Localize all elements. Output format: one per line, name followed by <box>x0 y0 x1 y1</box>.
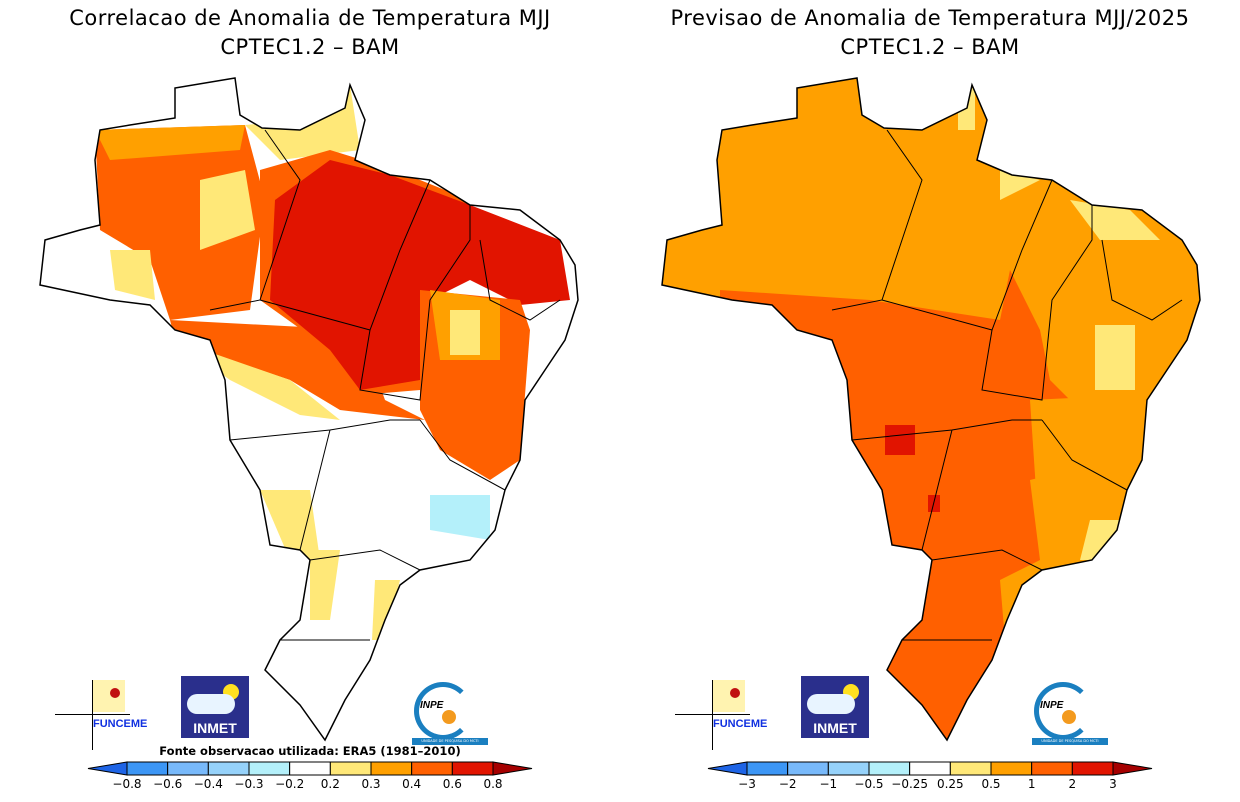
colorbar-tick-label: 0.4 <box>402 777 421 791</box>
colorbar-tick-label: 0.5 <box>981 777 1000 791</box>
colorbar-tick-label: −1 <box>819 777 837 791</box>
colorbar-segment <box>909 761 951 776</box>
left-map-fill <box>40 78 578 740</box>
colorbar-tick-label: 3 <box>1109 777 1117 791</box>
inpe-label: INPE <box>420 700 444 711</box>
colorbar-tick-label: −2 <box>779 777 797 791</box>
colorbar-segment <box>411 761 453 776</box>
colorbar-tick-label: 0.25 <box>937 777 964 791</box>
inpe-band-right: UNIDADE DE PESQUISA DO MCTI <box>1032 738 1108 745</box>
colorbar-tick-label: 0.8 <box>483 777 502 791</box>
colorbar-high-arrow <box>492 761 533 776</box>
colorbar-segment <box>827 761 870 776</box>
colorbar-segment <box>1031 761 1073 776</box>
inpe-band: UNIDADE DE PESQUISA DO MCTI <box>412 738 488 745</box>
colorbar-segment <box>746 761 789 776</box>
colorbar-tick-label: −0.5 <box>854 777 883 791</box>
colorbar-tick-label: −0.6 <box>153 777 182 791</box>
inpe-label-right: INPE <box>1040 700 1064 711</box>
colorbar-segment <box>949 761 992 776</box>
colorbar-tick-label: 1 <box>1028 777 1036 791</box>
inmet-label: INMET <box>193 720 237 736</box>
colorbar-low-arrow <box>87 761 128 776</box>
right-state-borders <box>831 129 1183 641</box>
colorbar-tick-label: −0.3 <box>234 777 263 791</box>
left-title-line2: CPTEC1.2 – BAM <box>220 35 400 59</box>
left-title-line1: Correlacao de Anomalia de Temperatura MJ… <box>69 6 551 30</box>
colorbar-high-arrow <box>1112 761 1153 776</box>
funceme-label-right: FUNCEME <box>713 718 768 730</box>
right-title-line1: Previsao de Anomalia de Temperatura MJJ/… <box>670 6 1190 30</box>
right-title: Previsao de Anomalia de Temperatura MJJ/… <box>620 4 1240 62</box>
right-title-line2: CPTEC1.2 – BAM <box>840 35 1020 59</box>
colorbar-segment <box>126 761 169 776</box>
colorbar-tick-label: 2 <box>1069 777 1077 791</box>
colorbar-segment <box>207 761 250 776</box>
inmet-logo: INMET <box>181 676 249 738</box>
colorbar-segment <box>248 761 291 776</box>
right-map-fill <box>662 78 1200 740</box>
left-state-borders <box>209 129 561 641</box>
inpe-logo: INPE UNIDADE DE PESQUISA DO MCTI <box>412 680 490 748</box>
colorbar-tick-label: −0.25 <box>891 777 928 791</box>
colorbar-tick-label: −0.4 <box>194 777 223 791</box>
colorbar-segment <box>990 761 1033 776</box>
colorbar-segment <box>1071 761 1114 776</box>
source-note: Fonte observacao utilizada: ERA5 (1981–2… <box>159 744 461 758</box>
colorbar-segment <box>289 761 331 776</box>
colorbar-segment <box>167 761 209 776</box>
colorbar-segment <box>329 761 372 776</box>
inmet-logo-right: INMET <box>801 676 869 738</box>
funceme-label: FUNCEME <box>93 718 148 730</box>
funceme-logo-right: FUNCEME <box>675 680 767 750</box>
colorbar-tick-label: −3 <box>738 777 756 791</box>
inmet-label-right: INMET <box>813 720 857 736</box>
colorbar-segment <box>451 761 494 776</box>
funceme-logo: FUNCEME <box>55 680 147 750</box>
colorbar-low-arrow <box>707 761 748 776</box>
inpe-logo-right: INPE UNIDADE DE PESQUISA DO MCTI <box>1032 680 1110 748</box>
colorbar-segment <box>787 761 829 776</box>
colorbar-tick-label: 0.6 <box>443 777 462 791</box>
colorbar-segment <box>370 761 413 776</box>
left-title: Correlacao de Anomalia de Temperatura MJ… <box>0 4 620 62</box>
colorbar-tick-label: −0.2 <box>275 777 304 791</box>
colorbar-segment <box>868 761 911 776</box>
colorbar-tick-label: 0.2 <box>321 777 340 791</box>
colorbar-tick-label: −0.8 <box>112 777 141 791</box>
colorbar-tick-label: 0.3 <box>361 777 380 791</box>
